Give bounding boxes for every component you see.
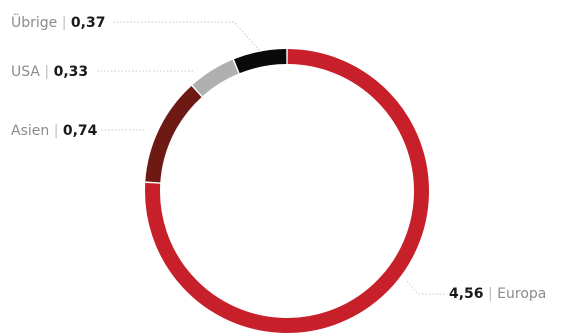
label-usa-name: USA: [11, 64, 40, 80]
slice-labels: 4,56 | Europa Asien | 0,74 USA | 0,33 Übrig…: [11, 13, 546, 302]
label-asien-name: Asien: [11, 123, 49, 139]
label-asien: Asien | 0,74: [11, 123, 98, 139]
label-usa: USA | 0,33: [11, 64, 88, 80]
slice-usa: [192, 59, 239, 97]
slice-asien: [145, 85, 202, 183]
label-usa-value: 0,33: [54, 64, 89, 80]
leader-lines: [97, 21, 447, 295]
label-europa-value: 4,56: [449, 286, 484, 302]
donut-slices: [145, 49, 429, 333]
leader-line-uebrige: [113, 21, 262, 53]
label-uebrige-sep: |: [57, 15, 71, 31]
label-usa-sep: |: [40, 64, 54, 80]
label-asien-value: 0,74: [63, 123, 98, 139]
slice-uebrige: [234, 49, 287, 74]
label-uebrige-name: Übrige: [11, 13, 57, 31]
label-uebrige: Übrige | 0,37: [11, 13, 105, 31]
label-uebrige-value: 0,37: [71, 15, 106, 31]
label-europa: 4,56 | Europa: [449, 286, 546, 302]
leader-line-europa: [406, 280, 447, 295]
label-europa-name: Europa: [497, 286, 546, 302]
label-europa-sep: |: [484, 286, 498, 302]
label-asien-sep: |: [49, 123, 63, 139]
slice-europa: [145, 49, 429, 333]
